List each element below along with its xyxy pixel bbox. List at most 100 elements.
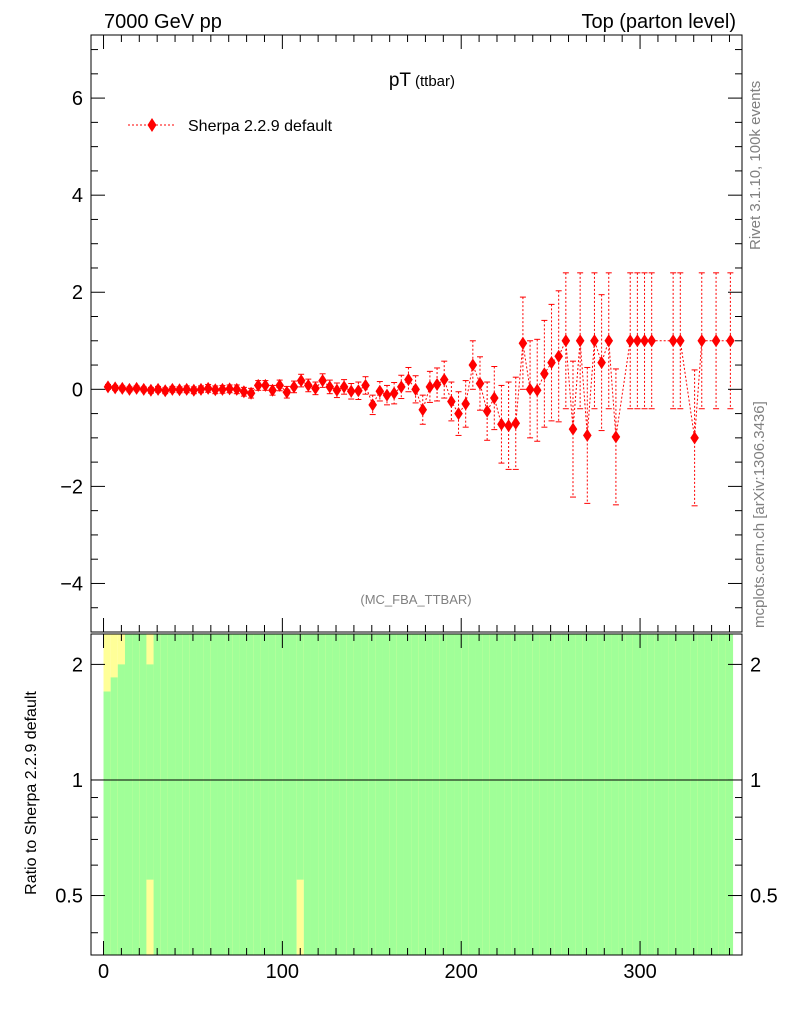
main-y-tick-label: 0 bbox=[72, 379, 83, 401]
data-point bbox=[475, 376, 485, 390]
data-point bbox=[489, 391, 499, 405]
ratio-band-inner bbox=[325, 634, 333, 955]
ratio-band-inner bbox=[561, 634, 569, 955]
data-point bbox=[597, 356, 606, 370]
ratio-band-inner bbox=[189, 634, 197, 955]
main-y-tick-label: −4 bbox=[60, 573, 83, 595]
data-point bbox=[604, 334, 614, 348]
ratio-band-inner bbox=[618, 634, 626, 955]
ratio-band-inner bbox=[303, 634, 311, 955]
ratio-band-inner bbox=[289, 634, 297, 955]
ratio-band-inner bbox=[210, 634, 218, 955]
data-point bbox=[411, 382, 420, 396]
data-point bbox=[346, 384, 356, 398]
ratio-band-inner bbox=[518, 634, 526, 955]
data-point bbox=[332, 383, 342, 397]
data-point bbox=[590, 334, 599, 348]
data-point bbox=[396, 380, 406, 394]
ratio-band-inner bbox=[375, 634, 383, 955]
ratio-y-tick-label-right: 2 bbox=[750, 654, 761, 676]
data-point bbox=[468, 358, 478, 372]
data-point bbox=[153, 382, 163, 396]
data-point bbox=[339, 380, 349, 394]
x-tick-label: 300 bbox=[623, 961, 656, 983]
data-point bbox=[668, 334, 678, 348]
x-tick-label: 0 bbox=[98, 961, 109, 983]
data-point bbox=[511, 416, 521, 430]
data-point bbox=[447, 394, 456, 408]
ratio-band-inner bbox=[582, 634, 590, 955]
data-point bbox=[575, 334, 585, 348]
ratio-band-inner bbox=[361, 634, 369, 955]
data-point bbox=[110, 381, 120, 395]
ratio-band-inner bbox=[425, 634, 433, 955]
ratio-band-inner bbox=[117, 664, 125, 955]
data-point bbox=[504, 419, 513, 433]
ratio-band-inner bbox=[103, 691, 111, 955]
ratio-band-inner bbox=[482, 634, 490, 955]
data-point bbox=[497, 417, 506, 431]
ratio-band-inner bbox=[625, 634, 633, 955]
data-point bbox=[239, 385, 249, 399]
data-point bbox=[561, 334, 571, 348]
ratio-band-inner bbox=[124, 634, 133, 955]
data-point bbox=[711, 334, 721, 348]
data-point bbox=[289, 380, 299, 394]
data-point bbox=[232, 382, 242, 396]
data-point bbox=[432, 377, 442, 391]
ratio-band-inner bbox=[403, 634, 412, 955]
ratio-band-inner bbox=[682, 634, 691, 955]
ratio-band-inner bbox=[539, 634, 548, 955]
ratio-band-inner bbox=[110, 677, 118, 955]
data-point bbox=[354, 384, 363, 398]
data-point bbox=[275, 378, 284, 392]
x-tick-label: 200 bbox=[445, 961, 478, 983]
legend: Sherpa 2.2.9 default bbox=[128, 118, 333, 135]
ratio-band-inner bbox=[368, 634, 376, 955]
ratio-y-tick-label-right: 0.5 bbox=[750, 886, 778, 908]
ratio-band-inner bbox=[339, 634, 347, 955]
ratio-band-inner bbox=[182, 634, 190, 955]
data-point bbox=[325, 380, 335, 394]
data-point bbox=[175, 383, 184, 397]
data-point bbox=[368, 398, 377, 412]
ratio-bands bbox=[91, 634, 742, 955]
ratio-band-inner bbox=[353, 634, 362, 955]
data-point bbox=[625, 334, 635, 348]
ratio-band-inner bbox=[654, 634, 662, 955]
ratio-band-inner bbox=[175, 634, 183, 955]
data-point bbox=[425, 380, 435, 394]
legend-marker bbox=[147, 118, 157, 132]
data-point bbox=[582, 428, 592, 442]
data-point bbox=[139, 382, 149, 396]
ratio-band-inner bbox=[547, 634, 555, 955]
data-point bbox=[303, 378, 313, 392]
ratio-band-inner bbox=[282, 634, 290, 955]
header-left-label: 7000 GeV pp bbox=[104, 11, 222, 33]
ratio-band-inner bbox=[411, 634, 419, 955]
data-point bbox=[318, 374, 327, 388]
data-point bbox=[532, 383, 542, 397]
ratio-band-inner bbox=[296, 634, 304, 880]
plot-title-sub: (ttbar) bbox=[415, 73, 455, 90]
data-point bbox=[253, 378, 263, 392]
x-tick-label: 100 bbox=[266, 961, 299, 983]
legend-entry-label: Sherpa 2.2.9 default bbox=[188, 118, 333, 135]
ratio-band-inner bbox=[632, 634, 641, 955]
data-point bbox=[454, 407, 463, 421]
data-point bbox=[554, 349, 563, 363]
data-point bbox=[268, 383, 277, 397]
data-point bbox=[160, 384, 170, 398]
ratio-band-inner bbox=[647, 634, 655, 955]
ratio-band-inner bbox=[697, 634, 705, 955]
data-point bbox=[675, 334, 685, 348]
ratio-band-inner bbox=[568, 634, 576, 955]
ratio-band-inner bbox=[196, 634, 204, 955]
ratio-band-inner bbox=[589, 634, 598, 955]
ratio-band-inner bbox=[597, 634, 605, 955]
ratio-band-inner bbox=[604, 634, 612, 955]
data-point bbox=[361, 378, 370, 392]
ratio-band-inner bbox=[139, 634, 147, 955]
main-series bbox=[103, 272, 735, 507]
ratio-y-axis-label: Ratio to Sherpa 2.2.9 default bbox=[23, 691, 40, 895]
